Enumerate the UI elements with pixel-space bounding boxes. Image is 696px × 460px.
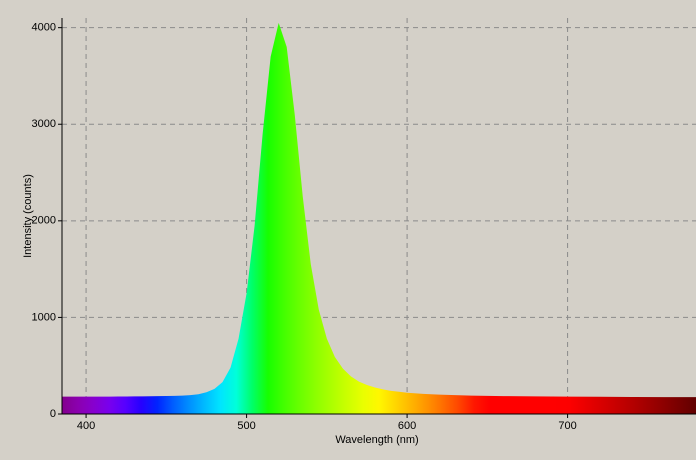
y-tick-label: 4000 [32, 22, 56, 34]
y-tick-label: 2000 [32, 215, 56, 227]
y-tick-label: 3000 [32, 118, 56, 130]
x-tick-label: 700 [558, 420, 576, 432]
y-tick-label: 0 [50, 408, 56, 420]
y-tick-label: 1000 [32, 311, 56, 323]
x-tick-label: 500 [237, 420, 255, 432]
y-axis-label: Intensity (counts) [22, 174, 34, 258]
x-tick-label: 400 [77, 420, 95, 432]
x-tick-label: 600 [398, 420, 416, 432]
x-axis-label: Wavelength (nm) [335, 434, 418, 446]
spectrum-area [62, 22, 696, 415]
